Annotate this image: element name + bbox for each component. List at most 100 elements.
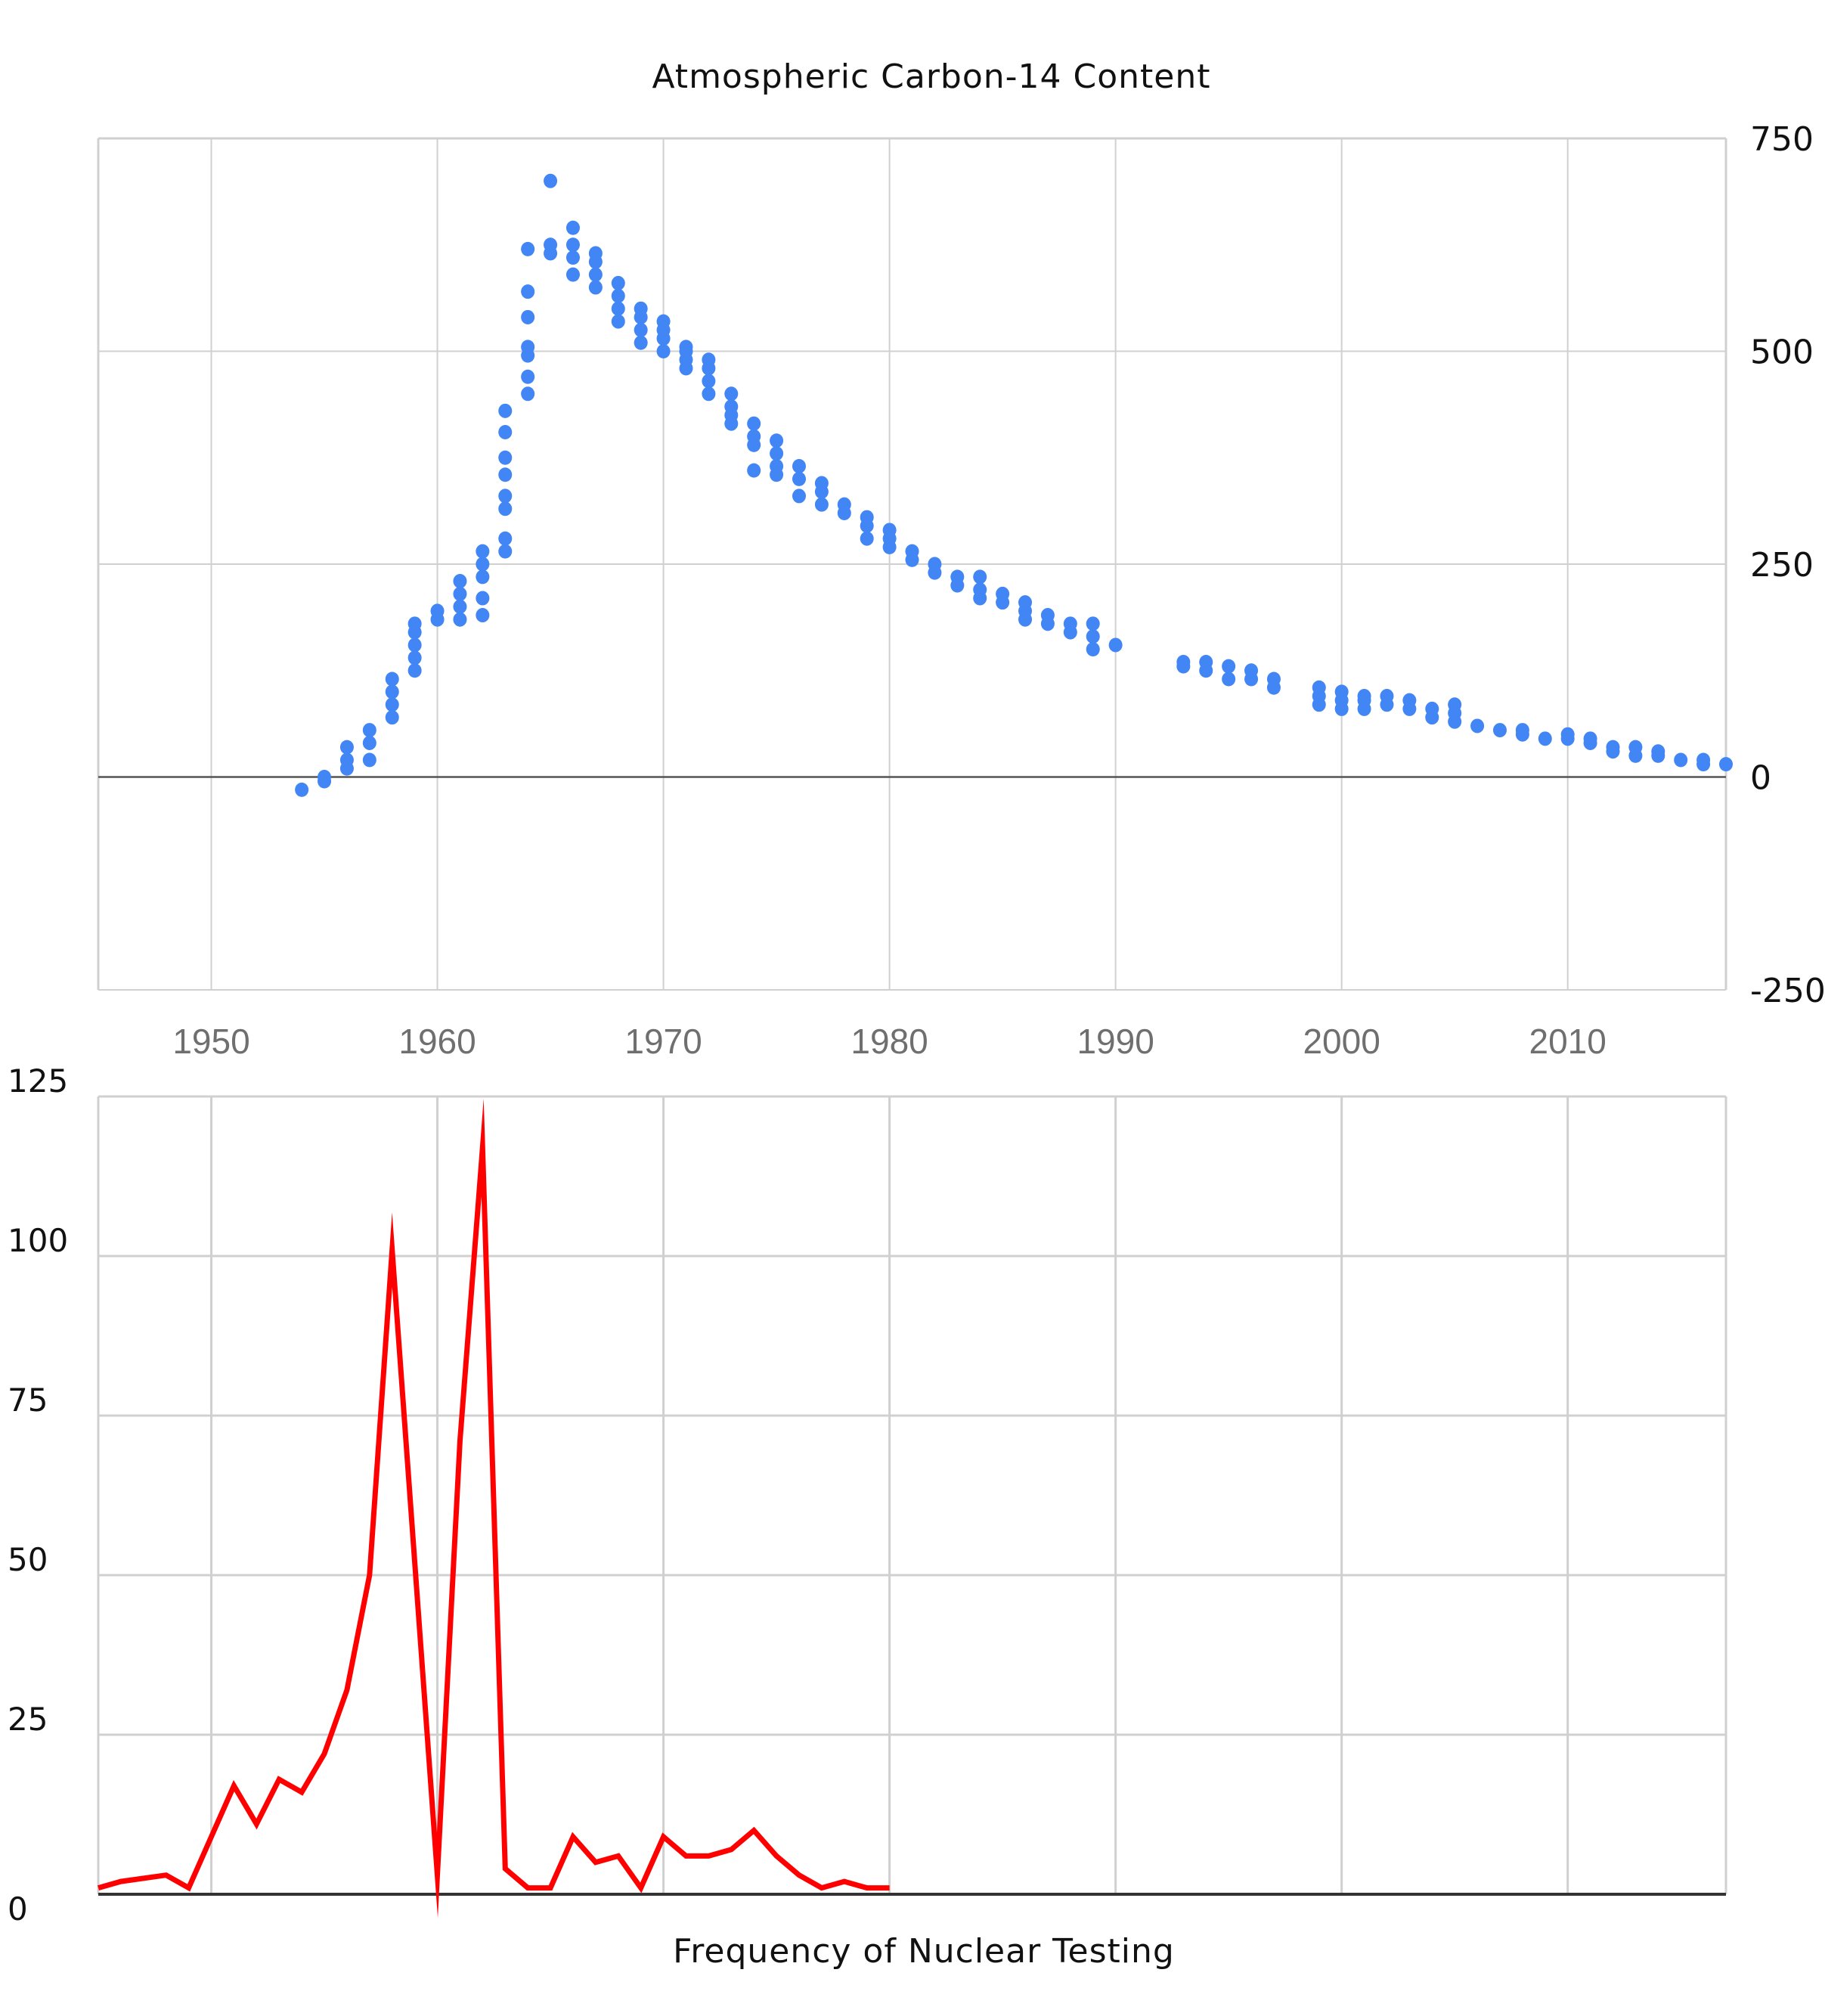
carbon14-point-2: [318, 770, 332, 784]
carbon14-point-97: [860, 510, 874, 525]
carbon14-point-118: [1063, 616, 1077, 631]
carbon14-point-31: [498, 501, 513, 516]
carbon14-point-57: [611, 288, 625, 303]
carbon14-point-40: [521, 340, 535, 355]
nuclear-testing-line: [98, 1098, 890, 1918]
carbon14-point-66: [656, 314, 671, 329]
carbon14-point-55: [611, 314, 625, 329]
carbon14-point-166: [1674, 752, 1688, 768]
carbon14-point-128: [1222, 659, 1236, 674]
carbon14-point-150: [1448, 697, 1462, 712]
nuclear-testing-y-axis: 125 100 75 50 25 0: [8, 1062, 68, 1928]
carbon14-point-109: [973, 569, 987, 585]
carbon14-point-119: [1086, 642, 1100, 657]
carbon14-point-0: [295, 782, 309, 797]
testing-y-tick-label: 25: [8, 1701, 48, 1738]
carbon14-point-42: [521, 284, 535, 299]
carbon14-point-116: [1040, 608, 1055, 623]
carbon14-point-8: [362, 723, 376, 738]
carbon14-y-tick-label: 500: [1750, 333, 1814, 372]
carbon14-point-124: [1176, 654, 1191, 669]
carbon14-point-23: [453, 574, 467, 589]
carbon14-point-49: [565, 237, 580, 253]
carbon14-point-41: [521, 309, 535, 324]
carbon14-point-77: [724, 399, 739, 414]
carbon14-point-60: [634, 322, 648, 337]
nuclear-testing-grid: [97, 1095, 1727, 1896]
carbon14-point-56: [611, 301, 625, 316]
year-x-tick-label: 1990: [1077, 1022, 1154, 1061]
carbon14-y-tick-label: 0: [1750, 759, 1771, 798]
carbon14-point-169: [1719, 757, 1733, 772]
carbon14-point-71: [702, 386, 716, 402]
carbon14-point-138: [1334, 684, 1349, 699]
carbon14-point-9: [385, 710, 399, 725]
year-x-axis: 1950 1960 1970 1980 1990 2000 2010: [172, 1022, 1607, 1061]
carbon14-point-161: [1606, 740, 1620, 755]
carbon14-point-26: [476, 569, 490, 585]
carbon14-y-tick-label: 750: [1750, 120, 1814, 159]
carbon14-point-14: [407, 650, 422, 665]
carbon14-point-82: [747, 416, 761, 431]
carbon14-point-95: [860, 531, 874, 546]
carbon14-point-141: [1357, 689, 1371, 704]
year-x-tick-label: 2000: [1303, 1022, 1380, 1061]
carbon14-point-157: [1560, 727, 1575, 742]
carbon14-point-135: [1312, 680, 1326, 695]
testing-y-tick-label: 125: [8, 1062, 68, 1099]
testing-y-tick-label: 0: [8, 1890, 28, 1928]
carbon14-point-143: [1380, 689, 1394, 704]
carbon14-point-37: [521, 386, 535, 402]
carbon14-point-30: [498, 531, 513, 546]
carbon14-point-155: [1538, 731, 1552, 746]
nuclear-testing-chart: 125 100 75 50 25 0 Frequency of Nuclear Testi…: [8, 1062, 1727, 1971]
nuclear-testing-chart-title: Frequency of Nuclear Testing: [673, 1932, 1175, 1971]
carbon14-point-111: [996, 586, 1010, 601]
carbon14-point-147: [1425, 701, 1439, 716]
carbon14-point-84: [770, 459, 784, 474]
testing-y-tick-label: 100: [8, 1222, 68, 1259]
carbon14-point-154: [1515, 723, 1529, 738]
carbon14-y-tick-label: -250: [1750, 972, 1825, 1010]
carbon14-point-20: [453, 612, 467, 627]
carbon14-point-151: [1470, 718, 1485, 734]
carbon14-point-72: [702, 374, 716, 389]
carbon14-point-122: [1108, 637, 1123, 653]
carbon14-point-15: [407, 637, 422, 653]
carbon14-points: [295, 173, 1733, 797]
carbon14-point-52: [588, 267, 603, 282]
carbon14-point-50: [565, 220, 580, 235]
carbon14-point-58: [611, 275, 625, 290]
carbon14-point-28: [476, 544, 490, 559]
carbon14-point-51: [588, 280, 603, 295]
carbon14-point-102: [905, 544, 919, 559]
carbon14-point-12: [385, 671, 399, 687]
carbon14-point-38: [521, 369, 535, 384]
carbon14-point-132: [1266, 671, 1281, 687]
carbon14-point-94: [837, 497, 851, 512]
carbon14-point-32: [498, 488, 513, 504]
carbon14-point-100: [882, 523, 897, 538]
carbon14-point-5: [339, 740, 354, 755]
carbon14-point-90: [814, 497, 829, 512]
carbon14-chart-title: Atmospheric Carbon-14 Content: [652, 57, 1210, 96]
carbon14-point-152: [1492, 723, 1507, 738]
carbon14-point-27: [476, 557, 490, 572]
year-x-tick-label: 2010: [1529, 1022, 1607, 1061]
carbon14-point-159: [1583, 731, 1597, 746]
carbon14-point-114: [1018, 595, 1033, 610]
carbon14-point-45: [544, 237, 558, 253]
carbon14-point-43: [521, 241, 535, 256]
carbon14-point-127: [1222, 671, 1236, 687]
carbon14-point-92: [814, 476, 829, 491]
carbon14-point-21: [453, 599, 467, 614]
year-x-tick-label: 1960: [398, 1022, 476, 1061]
carbon14-point-22: [453, 586, 467, 601]
carbon14-point-10: [385, 697, 399, 712]
carbon14-point-121: [1086, 616, 1100, 631]
carbon14-y-tick-label: 250: [1750, 546, 1814, 585]
carbon14-point-34: [498, 450, 513, 465]
carbon14-point-87: [792, 488, 806, 504]
carbon14-point-29: [498, 544, 513, 559]
